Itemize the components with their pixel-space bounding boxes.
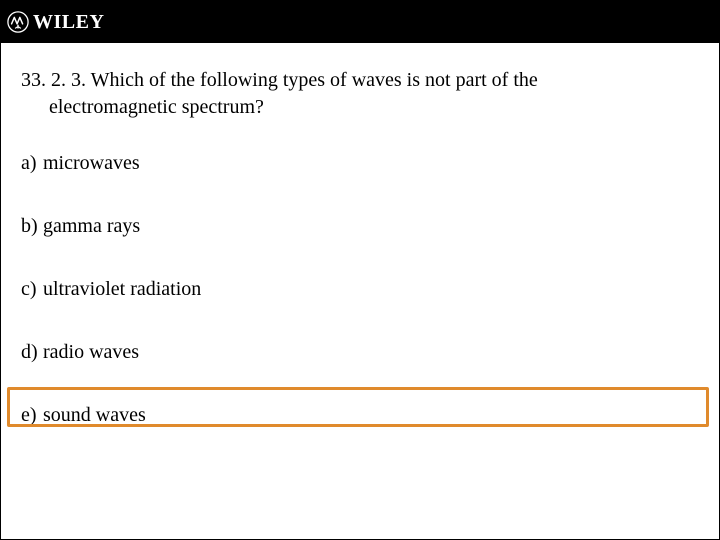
- option-letter: d): [21, 341, 43, 364]
- answer-highlight-box: [7, 387, 709, 427]
- slide: WILEY 33. 2. 3. Which of the following t…: [0, 0, 720, 540]
- question-line-1: 33. 2. 3. Which of the following types o…: [21, 67, 699, 94]
- option-b[interactable]: b)gamma rays: [21, 212, 699, 241]
- brand-name: WILEY: [33, 11, 104, 34]
- option-text: microwaves: [43, 152, 140, 174]
- question-line-2: electromagnetic spectrum?: [21, 94, 699, 121]
- content-area: 33. 2. 3. Which of the following types o…: [1, 43, 719, 430]
- question-text: 33. 2. 3. Which of the following types o…: [21, 67, 699, 121]
- option-a[interactable]: a)microwaves: [21, 149, 699, 178]
- wiley-mark-icon: [7, 11, 29, 33]
- option-d[interactable]: d)radio waves: [21, 338, 699, 367]
- option-letter: c): [21, 278, 43, 301]
- header-bar: WILEY: [1, 1, 719, 43]
- option-text: radio waves: [43, 341, 139, 363]
- brand-logo: WILEY: [7, 11, 104, 34]
- option-text: ultraviolet radiation: [43, 278, 201, 300]
- option-letter: b): [21, 215, 43, 238]
- option-c[interactable]: c)ultraviolet radiation: [21, 275, 699, 304]
- option-text: gamma rays: [43, 215, 140, 237]
- option-letter: a): [21, 152, 43, 175]
